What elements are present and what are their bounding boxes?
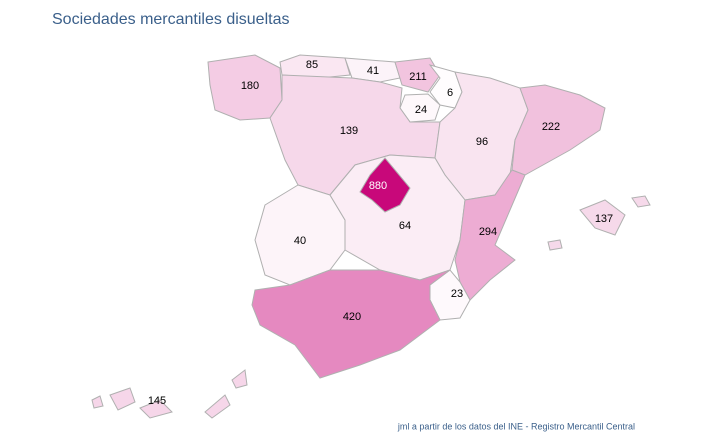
source-note: jml a partir de los datos del INE - Regi… [397,421,635,431]
region-label: 180 [241,80,259,92]
region-label: 41 [367,65,379,77]
region-label: 211 [409,71,427,83]
region-label: 420 [343,311,361,323]
region-label: 85 [306,59,318,71]
region [254,184,346,286]
region [91,369,248,419]
region [547,195,651,251]
region [454,169,526,301]
region-label: 64 [399,220,411,232]
region-label: 40 [294,235,306,247]
region-label: 6 [447,87,453,99]
region-label: 139 [340,125,358,137]
region [511,84,606,176]
region-label: 145 [148,395,166,407]
region-label: 222 [542,121,560,133]
region [359,157,411,213]
region-label: 137 [595,213,613,225]
region-label: 880 [369,180,387,192]
map-title: Sociedades mercantiles disueltas [52,11,289,28]
region-label: 96 [476,136,488,148]
region [394,57,441,93]
region-label: 24 [415,104,427,116]
region [251,269,451,379]
region-label: 294 [479,226,497,238]
region-label: 23 [451,288,463,300]
region [344,57,401,83]
